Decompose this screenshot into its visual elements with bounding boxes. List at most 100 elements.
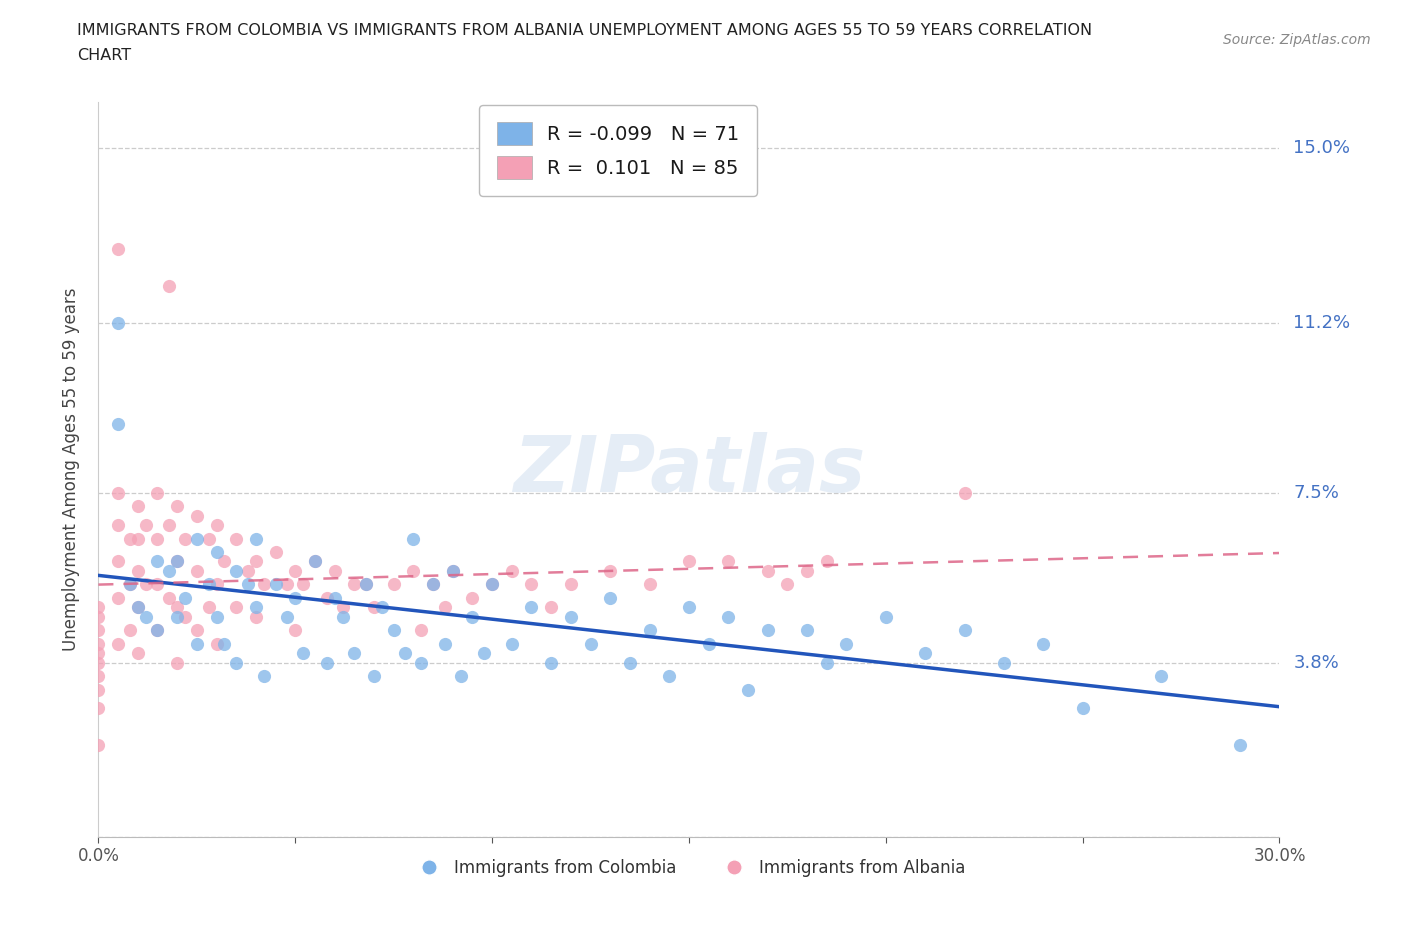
Point: [619, 655, 641, 670]
Point: [253, 669, 276, 684]
Point: [678, 554, 700, 569]
Point: [599, 591, 621, 605]
Text: 3.8%: 3.8%: [1294, 654, 1339, 671]
Point: [174, 609, 197, 624]
Point: [174, 531, 197, 546]
Y-axis label: Unemployment Among Ages 55 to 59 years: Unemployment Among Ages 55 to 59 years: [62, 288, 80, 651]
Point: [166, 554, 188, 569]
Text: 15.0%: 15.0%: [1294, 140, 1350, 157]
Point: [107, 554, 129, 569]
Point: [540, 655, 562, 670]
Text: IMMIGRANTS FROM COLOMBIA VS IMMIGRANTS FROM ALBANIA UNEMPLOYMENT AMONG AGES 55 T: IMMIGRANTS FROM COLOMBIA VS IMMIGRANTS F…: [77, 23, 1092, 38]
Point: [363, 669, 385, 684]
Point: [236, 577, 259, 591]
Point: [146, 623, 169, 638]
Point: [87, 609, 110, 624]
Point: [276, 577, 298, 591]
Point: [292, 646, 315, 661]
Point: [205, 609, 228, 624]
Point: [157, 564, 180, 578]
Point: [354, 577, 377, 591]
Point: [402, 564, 425, 578]
Point: [205, 577, 228, 591]
Point: [107, 315, 129, 330]
Point: [157, 591, 180, 605]
Point: [166, 498, 188, 513]
Point: [323, 591, 346, 605]
Point: [225, 655, 247, 670]
Point: [441, 564, 464, 578]
Point: [127, 498, 149, 513]
Point: [1229, 737, 1251, 752]
Text: CHART: CHART: [77, 48, 131, 63]
Point: [253, 577, 276, 591]
Point: [166, 554, 188, 569]
Point: [264, 577, 287, 591]
Point: [135, 577, 157, 591]
Point: [1032, 637, 1054, 652]
Point: [579, 637, 602, 652]
Point: [796, 564, 818, 578]
Point: [433, 637, 456, 652]
Point: [87, 701, 110, 716]
Point: [225, 531, 247, 546]
Point: [245, 609, 267, 624]
Point: [127, 600, 149, 615]
Point: [796, 623, 818, 638]
Point: [560, 609, 582, 624]
Point: [560, 577, 582, 591]
Point: [197, 577, 219, 591]
Text: 11.2%: 11.2%: [1294, 313, 1351, 332]
Point: [599, 564, 621, 578]
Point: [186, 508, 208, 523]
Point: [127, 564, 149, 578]
Point: [146, 577, 169, 591]
Point: [87, 655, 110, 670]
Point: [87, 623, 110, 638]
Point: [520, 600, 543, 615]
Point: [245, 600, 267, 615]
Point: [953, 485, 976, 500]
Point: [1150, 669, 1173, 684]
Point: [411, 623, 433, 638]
Point: [450, 669, 472, 684]
Point: [146, 531, 169, 546]
Point: [332, 609, 354, 624]
Point: [638, 577, 661, 591]
Point: [127, 531, 149, 546]
Point: [87, 637, 110, 652]
Point: [717, 554, 740, 569]
Point: [461, 591, 484, 605]
Point: [118, 531, 141, 546]
Point: [540, 600, 562, 615]
Point: [166, 600, 188, 615]
Point: [441, 564, 464, 578]
Point: [776, 577, 799, 591]
Text: Source: ZipAtlas.com: Source: ZipAtlas.com: [1223, 33, 1371, 46]
Point: [127, 600, 149, 615]
Point: [875, 609, 897, 624]
Point: [422, 577, 444, 591]
Point: [697, 637, 720, 652]
Point: [461, 609, 484, 624]
Point: [107, 242, 129, 257]
Point: [343, 646, 366, 661]
Point: [214, 637, 236, 652]
Text: 7.5%: 7.5%: [1294, 484, 1340, 501]
Point: [363, 600, 385, 615]
Point: [284, 591, 307, 605]
Point: [205, 517, 228, 532]
Legend: Immigrants from Colombia, Immigrants from Albania: Immigrants from Colombia, Immigrants fro…: [405, 853, 973, 884]
Point: [236, 564, 259, 578]
Point: [292, 577, 315, 591]
Point: [638, 623, 661, 638]
Point: [146, 485, 169, 500]
Point: [481, 577, 503, 591]
Point: [520, 577, 543, 591]
Point: [371, 600, 394, 615]
Point: [678, 600, 700, 615]
Point: [118, 623, 141, 638]
Point: [815, 554, 838, 569]
Point: [87, 683, 110, 698]
Point: [127, 646, 149, 661]
